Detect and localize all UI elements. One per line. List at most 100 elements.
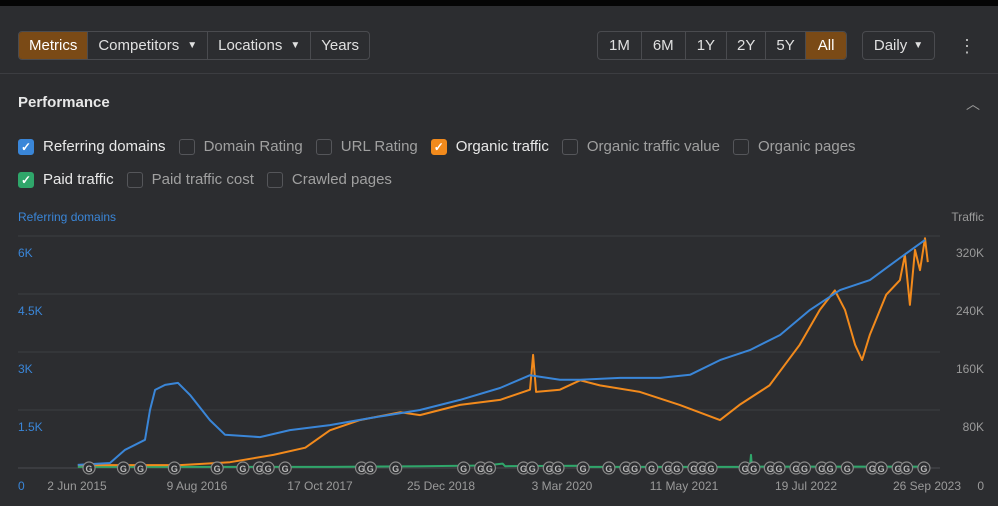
- google-update-icon-label: G: [486, 464, 493, 474]
- google-update-icon: [457, 461, 471, 475]
- caret-down-icon: ▼: [290, 40, 301, 51]
- checkbox-url-rating[interactable]: URL Rating: [315, 138, 418, 155]
- google-update-icon: [670, 461, 684, 475]
- tab-competitors[interactable]: Competitors ▼: [88, 32, 209, 59]
- x-tick-label: 9 Aug 2016: [167, 479, 228, 493]
- checkbox-paid-traffic-cost[interactable]: Paid traffic cost: [126, 171, 254, 188]
- google-update-icon: [747, 461, 761, 475]
- google-update-icon-label: G: [801, 464, 808, 474]
- check-icon: ✓: [18, 138, 34, 155]
- google-update-icon: [278, 461, 292, 475]
- google-update-icon-label: G: [137, 464, 144, 474]
- x-tick-label: 19 Jul 2022: [775, 479, 837, 493]
- checkbox-organic-traffic[interactable]: ✓ Organic traffic: [430, 138, 549, 155]
- checkbox-label: Organic traffic value: [586, 138, 720, 155]
- checkbox-box: [266, 171, 283, 188]
- checkbox-paid-traffic[interactable]: ✓ Paid traffic: [18, 171, 114, 188]
- google-update-icon-label: G: [665, 464, 672, 474]
- checkbox-organic-pages[interactable]: Organic pages: [732, 138, 856, 155]
- range-6m[interactable]: 6M: [642, 32, 686, 59]
- x-tick-label: 17 Oct 2017: [287, 479, 353, 493]
- google-update-icon: [261, 461, 275, 475]
- tab-locations[interactable]: Locations ▼: [208, 32, 312, 59]
- google-update-icon-label: G: [580, 464, 587, 474]
- google-update-icon-label: G: [707, 464, 714, 474]
- google-update-icon-label: G: [920, 464, 927, 474]
- checkbox-box: [178, 138, 195, 155]
- x-tick-label: 11 May 2021: [650, 479, 719, 493]
- range-all[interactable]: All: [805, 32, 847, 59]
- left-tick-label: 3K: [18, 362, 33, 376]
- metrics-row-2: ✓ Paid traffic Paid traffic cost Crawled …: [18, 171, 405, 188]
- google-update-icon: [772, 461, 786, 475]
- left-tick-label: 0: [18, 479, 25, 493]
- tab-metrics[interactable]: Metrics: [19, 32, 89, 59]
- google-update-icon-label: G: [869, 464, 876, 474]
- google-update-icon-label: G: [767, 464, 774, 474]
- x-tick-label: 2 Jun 2015: [47, 479, 107, 493]
- google-update-icon-label: G: [554, 464, 561, 474]
- google-update-icon-label: G: [86, 464, 93, 474]
- google-update-icon: [363, 461, 377, 475]
- google-update-icon: [576, 461, 590, 475]
- google-update-icon-label: G: [214, 464, 221, 474]
- google-update-icon-label: G: [239, 464, 246, 474]
- google-update-icon: [82, 461, 96, 475]
- google-update-icon-label: G: [256, 464, 263, 474]
- checkbox-label: Crawled pages: [291, 171, 392, 188]
- google-update-icon: [797, 461, 812, 475]
- interval-dropdown[interactable]: Daily ▼: [862, 31, 935, 60]
- google-update-icon-label: G: [844, 464, 851, 474]
- view-tabs: Metrics Competitors ▼ Locations ▼ Years: [18, 31, 371, 60]
- range-1m[interactable]: 1M: [598, 32, 642, 59]
- range-2y[interactable]: 2Y: [727, 32, 767, 59]
- left-axis-title: Referring domains: [18, 210, 117, 224]
- google-update-icon-label: G: [750, 464, 757, 474]
- google-update-icon: [482, 461, 497, 475]
- range-selector: 1M 6M 1Y 2Y 5Y All: [597, 31, 848, 60]
- google-update-icon-label: G: [520, 464, 527, 474]
- right-tick-label: 0: [977, 479, 984, 493]
- left-tick-label: 4.5K: [18, 304, 43, 318]
- divider: [0, 73, 998, 74]
- google-update-icon-label: G: [546, 464, 553, 474]
- google-update-icon-label: G: [699, 464, 706, 474]
- left-tick-label: 1.5K: [18, 420, 43, 434]
- google-update-icon-label: G: [367, 464, 374, 474]
- x-tick-label: 25 Dec 2018: [407, 479, 475, 493]
- google-update-icon-label: G: [477, 464, 484, 474]
- checkbox-crawled-pages[interactable]: Crawled pages: [266, 171, 392, 188]
- right-tick-label: 80K: [963, 420, 984, 434]
- google-update-icon: [917, 461, 931, 475]
- right-axis-title: Traffic: [951, 210, 984, 224]
- range-5y[interactable]: 5Y: [766, 32, 806, 59]
- right-tick-label: 320K: [956, 246, 984, 260]
- x-tick-label: 26 Sep 2023: [893, 479, 961, 493]
- chevron-up-icon[interactable]: ︿: [966, 96, 980, 112]
- google-update-icon-label: G: [793, 464, 800, 474]
- checkbox-label: Paid traffic: [43, 171, 114, 188]
- section-title: Performance: [18, 94, 110, 111]
- right-tick-label: 160K: [956, 362, 984, 376]
- google-update-icon-label: G: [903, 464, 910, 474]
- google-update-icon: [602, 461, 616, 475]
- google-update-icon: [210, 461, 224, 475]
- google-update-icon: [840, 461, 854, 475]
- google-update-icon: [645, 461, 659, 475]
- tab-years[interactable]: Years: [321, 37, 360, 54]
- google-update-icon: [389, 461, 403, 475]
- checkbox-label: URL Rating: [340, 138, 418, 155]
- caret-down-icon: ▼: [187, 40, 198, 51]
- google-update-icon-label: G: [690, 464, 697, 474]
- caret-down-icon: ▼: [913, 40, 924, 51]
- checkbox-domain-rating[interactable]: Domain Rating: [178, 138, 303, 155]
- kebab-icon[interactable]: ⋮: [958, 36, 976, 56]
- checkbox-organic-traffic-value[interactable]: Organic traffic value: [561, 138, 720, 155]
- range-1y[interactable]: 1Y: [686, 32, 728, 59]
- google-update-icon-label: G: [673, 464, 680, 474]
- checkbox-referring-domains[interactable]: ✓ Referring domains: [18, 138, 166, 155]
- google-update-icon: [823, 461, 837, 475]
- google-update-icon: [116, 461, 131, 475]
- google-update-icon-label: G: [120, 464, 127, 474]
